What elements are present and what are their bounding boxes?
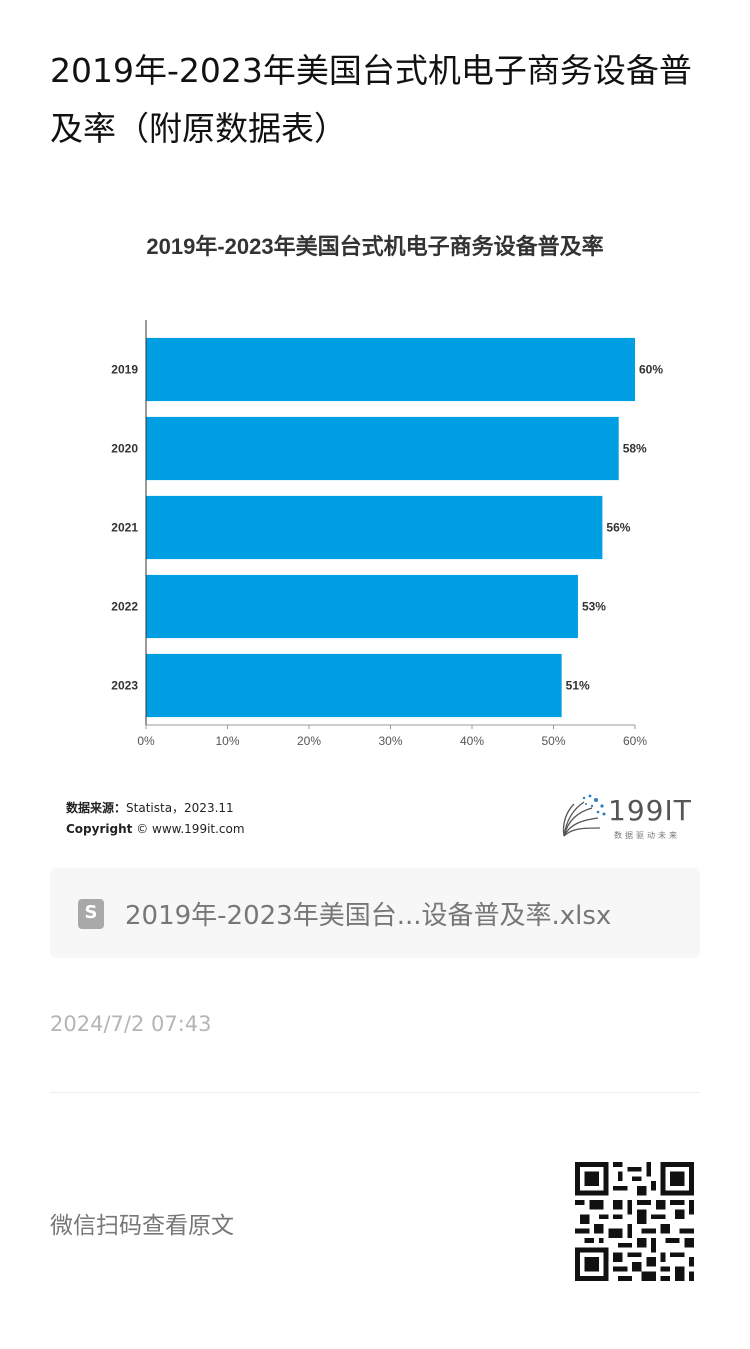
source-label: 数据来源： [66, 801, 127, 815]
brand-logo: 199IT 数据驱动未来 [558, 792, 698, 844]
chart-card: 2019年-2023年美国台式机电子商务设备普及率 2019 60% 2020 58% 2… [50, 218, 700, 858]
value-label-2023: 51% [566, 679, 590, 693]
x-tick-label-3: 30% [378, 734, 402, 748]
source-block: 数据来源：Statista，2023.11 Copyright © www.19… [66, 798, 245, 840]
bar-2023 [146, 653, 562, 718]
dandelion-icon [562, 794, 606, 837]
copyright-label: Copyright [66, 822, 133, 836]
value-label-2022: 53% [582, 600, 606, 614]
value-label-2019: 60% [639, 363, 663, 377]
brand-name: 199IT [608, 794, 692, 827]
bar-2020 [146, 416, 619, 481]
scan-qr-text: 微信扫码查看原文 [50, 1213, 234, 1239]
x-tick-label-6: 60% [623, 734, 647, 748]
x-tick-label-1: 10% [215, 734, 239, 748]
category-label-2021: 2021 [111, 521, 138, 535]
publish-timestamp: 2024/7/2 07:43 [50, 1012, 212, 1036]
attachment-file[interactable]: 2019年-2023年美国台...设备普及率.xlsx [50, 868, 700, 958]
value-label-2021: 56% [606, 521, 630, 535]
category-label-2022: 2022 [111, 600, 138, 614]
attachment-filename: 2019年-2023年美国台...设备普及率.xlsx [125, 901, 612, 931]
bar-2021 [146, 495, 603, 560]
x-tick-label-2: 20% [297, 734, 321, 748]
chart-title: 2019年-2023年美国台式机电子商务设备普及率 [146, 234, 603, 259]
divider [50, 1092, 700, 1093]
x-tick-label-4: 40% [460, 734, 484, 748]
bar-chart: 2019年-2023年美国台式机电子商务设备普及率 2019 60% 2020 58% 2… [111, 234, 663, 748]
category-label-2019: 2019 [111, 363, 138, 377]
bar-2019 [146, 337, 635, 402]
x-tick-label-0: 0% [137, 734, 155, 748]
bar-2022 [146, 574, 578, 639]
category-label-2023: 2023 [111, 679, 138, 693]
source-text: Statista，2023.11 [126, 801, 234, 815]
brand-tagline: 数据驱动未来 [614, 831, 680, 840]
value-label-2020: 58% [623, 442, 647, 456]
spreadsheet-icon [78, 899, 104, 929]
qr-code-icon[interactable] [575, 1162, 694, 1281]
page-title: 2019年-2023年美国台式机电子商务设备普及率（附原数据表） [50, 51, 692, 148]
x-tick-label-5: 50% [541, 734, 565, 748]
category-label-2020: 2020 [111, 442, 138, 456]
copyright-text: © www.199it.com [136, 822, 245, 836]
